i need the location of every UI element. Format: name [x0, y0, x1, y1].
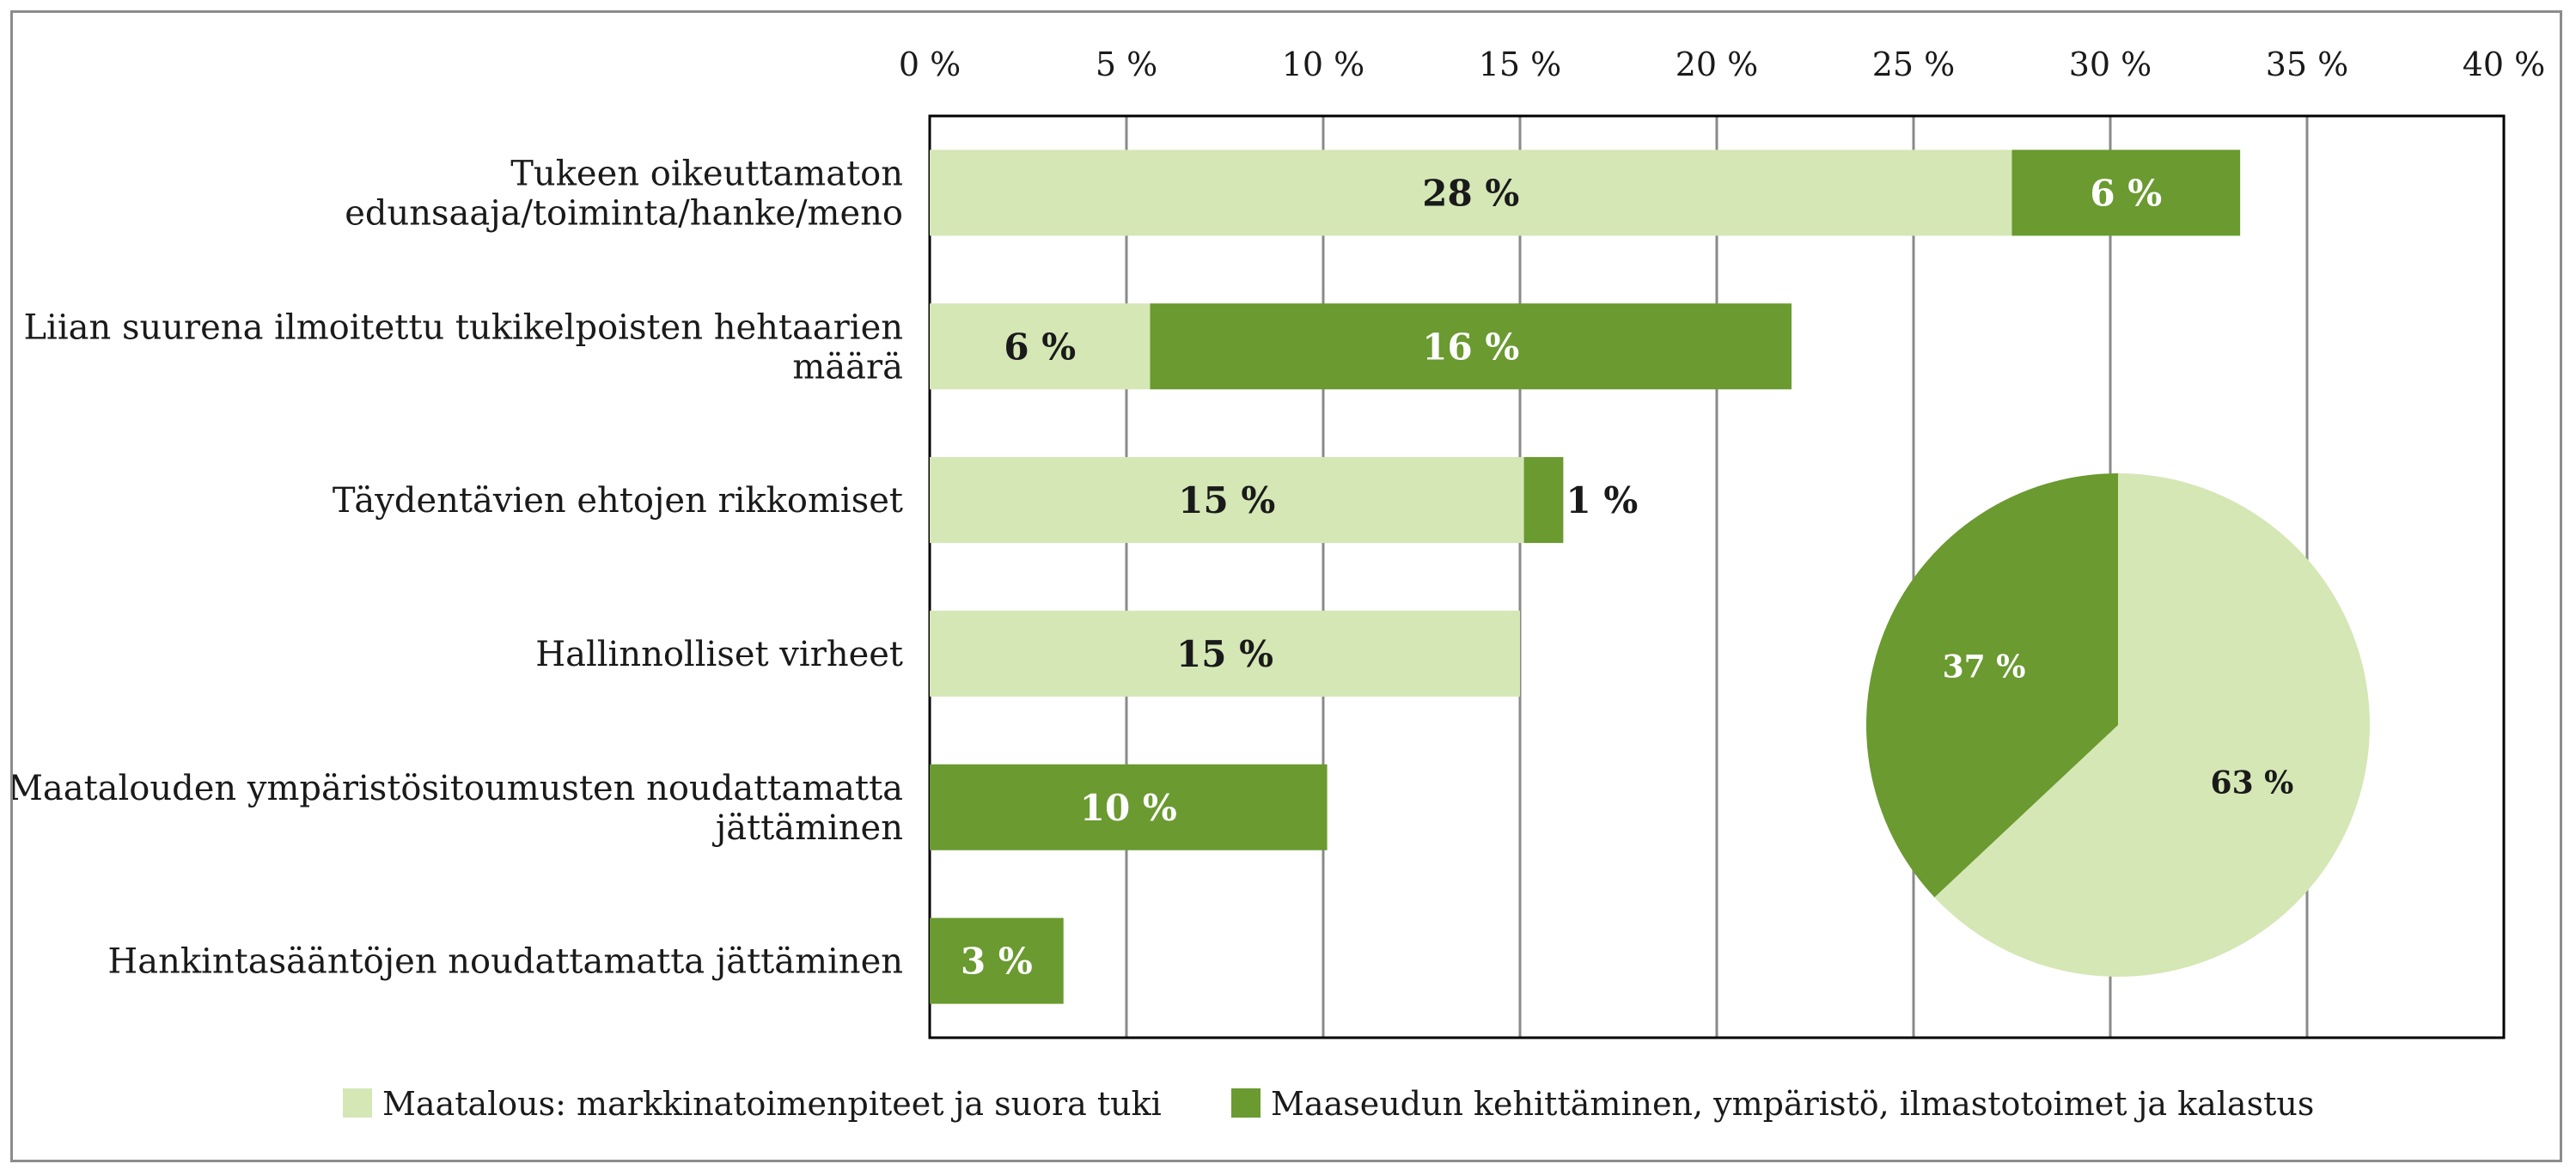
category-label-line: edunsaaja/toiminta/hanke/meno	[345, 193, 903, 233]
bar-segment	[930, 303, 1151, 390]
x-tick-label: 40 %	[2463, 46, 2546, 83]
data-label: 3 %	[961, 941, 1033, 983]
category-label: Hankintasääntöjen noudattamatta jättämin…	[107, 942, 903, 982]
x-tick-label: 20 %	[1676, 46, 1759, 83]
pie-label: 37 %	[1943, 649, 2026, 685]
category-label: Liian suurena ilmoitettu tukikelpoisten …	[23, 308, 903, 387]
category-label-line: Hallinnolliset virheet	[535, 635, 903, 674]
bar-segment	[930, 149, 2012, 236]
chart-svg: 0 % 5 % 10 % 15 % 20 % 25 % 30 % 35 % 40 % 28 % 6 …	[13, 46, 2546, 1123]
bar-segment	[930, 764, 1328, 850]
category-label: Tukeen oikeuttamaton edunsaaja/toiminta/h…	[345, 154, 903, 233]
data-label: 15 %	[1176, 633, 1273, 675]
data-label: 10 %	[1080, 787, 1177, 829]
pie-slice	[1866, 473, 2118, 898]
category-label-line: jättäminen	[712, 808, 903, 848]
legend-label: Maatalous: markkinatoimenpiteet ja suora…	[382, 1085, 1162, 1123]
category-label: Maatalouden ympäristösitoumusten noudatt…	[13, 769, 903, 848]
category-label: Täydentävien ehtojen rikkomiset	[333, 481, 903, 521]
category-label-line: Tukeen oikeuttamaton	[510, 154, 903, 193]
data-label: 6 %	[2090, 172, 2162, 214]
data-label: 16 %	[1422, 326, 1519, 368]
legend-swatch	[343, 1088, 372, 1118]
bar-segment	[2011, 149, 2241, 236]
x-tick-label: 15 %	[1479, 46, 1562, 83]
category-label-line: Liian suurena ilmoitettu tukikelpoisten …	[23, 308, 903, 347]
plot-area-border	[928, 114, 2506, 1039]
bar-segment	[930, 610, 1520, 697]
x-tick-label: 10 %	[1282, 46, 1365, 83]
category-label-line: Hankintasääntöjen noudattamatta jättämin…	[107, 942, 903, 982]
x-tick-label: 25 %	[1872, 46, 1956, 83]
pie-label: 63 %	[2211, 765, 2294, 801]
x-tick-label: 5 %	[1096, 46, 1157, 83]
legend-swatch	[1231, 1088, 1261, 1118]
category-label-line: Täydentävien ehtojen rikkomiset	[333, 481, 903, 521]
data-label: 28 %	[1422, 172, 1519, 214]
data-label: 6 %	[1004, 326, 1076, 368]
category-label-line: Maatalouden ympäristösitoumusten noudatt…	[13, 769, 903, 808]
data-label: 1 %	[1566, 479, 1638, 521]
pie-slice	[1934, 473, 2370, 977]
bar-segment	[930, 917, 1064, 1004]
bar-segment	[1150, 303, 1792, 390]
chart-frame: 0 % 5 % 10 % 15 % 20 % 25 % 30 % 35 % 40 % 28 % 6 …	[10, 10, 2562, 1162]
x-tick-label: 30 %	[2069, 46, 2152, 83]
legend-label: Maaseudun kehittäminen, ympäristö, ilmas…	[1271, 1085, 2314, 1123]
x-tick-label: 0 %	[899, 46, 961, 83]
bar-segment	[1523, 457, 1564, 544]
category-label: Hallinnolliset virheet	[535, 635, 903, 674]
data-label: 15 %	[1178, 479, 1275, 521]
x-tick-label: 35 %	[2266, 46, 2349, 83]
category-label-line: määrä	[792, 347, 903, 387]
bar-segment	[930, 457, 1524, 544]
